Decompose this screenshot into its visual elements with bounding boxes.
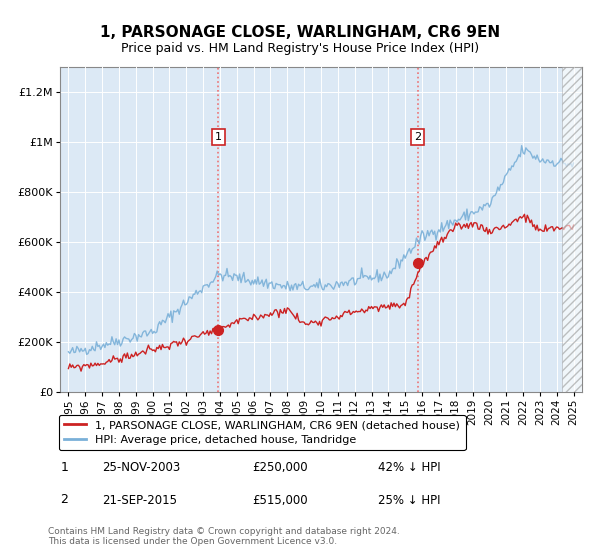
Text: 25-NOV-2003: 25-NOV-2003 — [102, 461, 180, 474]
Text: 21-SEP-2015: 21-SEP-2015 — [102, 493, 177, 507]
Text: 1, PARSONAGE CLOSE, WARLINGHAM, CR6 9EN: 1, PARSONAGE CLOSE, WARLINGHAM, CR6 9EN — [100, 25, 500, 40]
Text: 2: 2 — [61, 493, 68, 506]
Bar — [562, 67, 582, 392]
Text: £515,000: £515,000 — [252, 493, 308, 507]
Text: 2: 2 — [414, 132, 421, 142]
Text: 1: 1 — [215, 132, 222, 142]
Text: Price paid vs. HM Land Registry's House Price Index (HPI): Price paid vs. HM Land Registry's House … — [121, 42, 479, 55]
Text: 1: 1 — [61, 460, 68, 474]
Text: Contains HM Land Registry data © Crown copyright and database right 2024.
This d: Contains HM Land Registry data © Crown c… — [48, 526, 400, 546]
Legend: 1, PARSONAGE CLOSE, WARLINGHAM, CR6 9EN (detached house), HPI: Average price, de: 1, PARSONAGE CLOSE, WARLINGHAM, CR6 9EN … — [59, 415, 466, 450]
Text: 25% ↓ HPI: 25% ↓ HPI — [378, 493, 440, 507]
Text: £250,000: £250,000 — [252, 461, 308, 474]
Text: 42% ↓ HPI: 42% ↓ HPI — [378, 461, 440, 474]
